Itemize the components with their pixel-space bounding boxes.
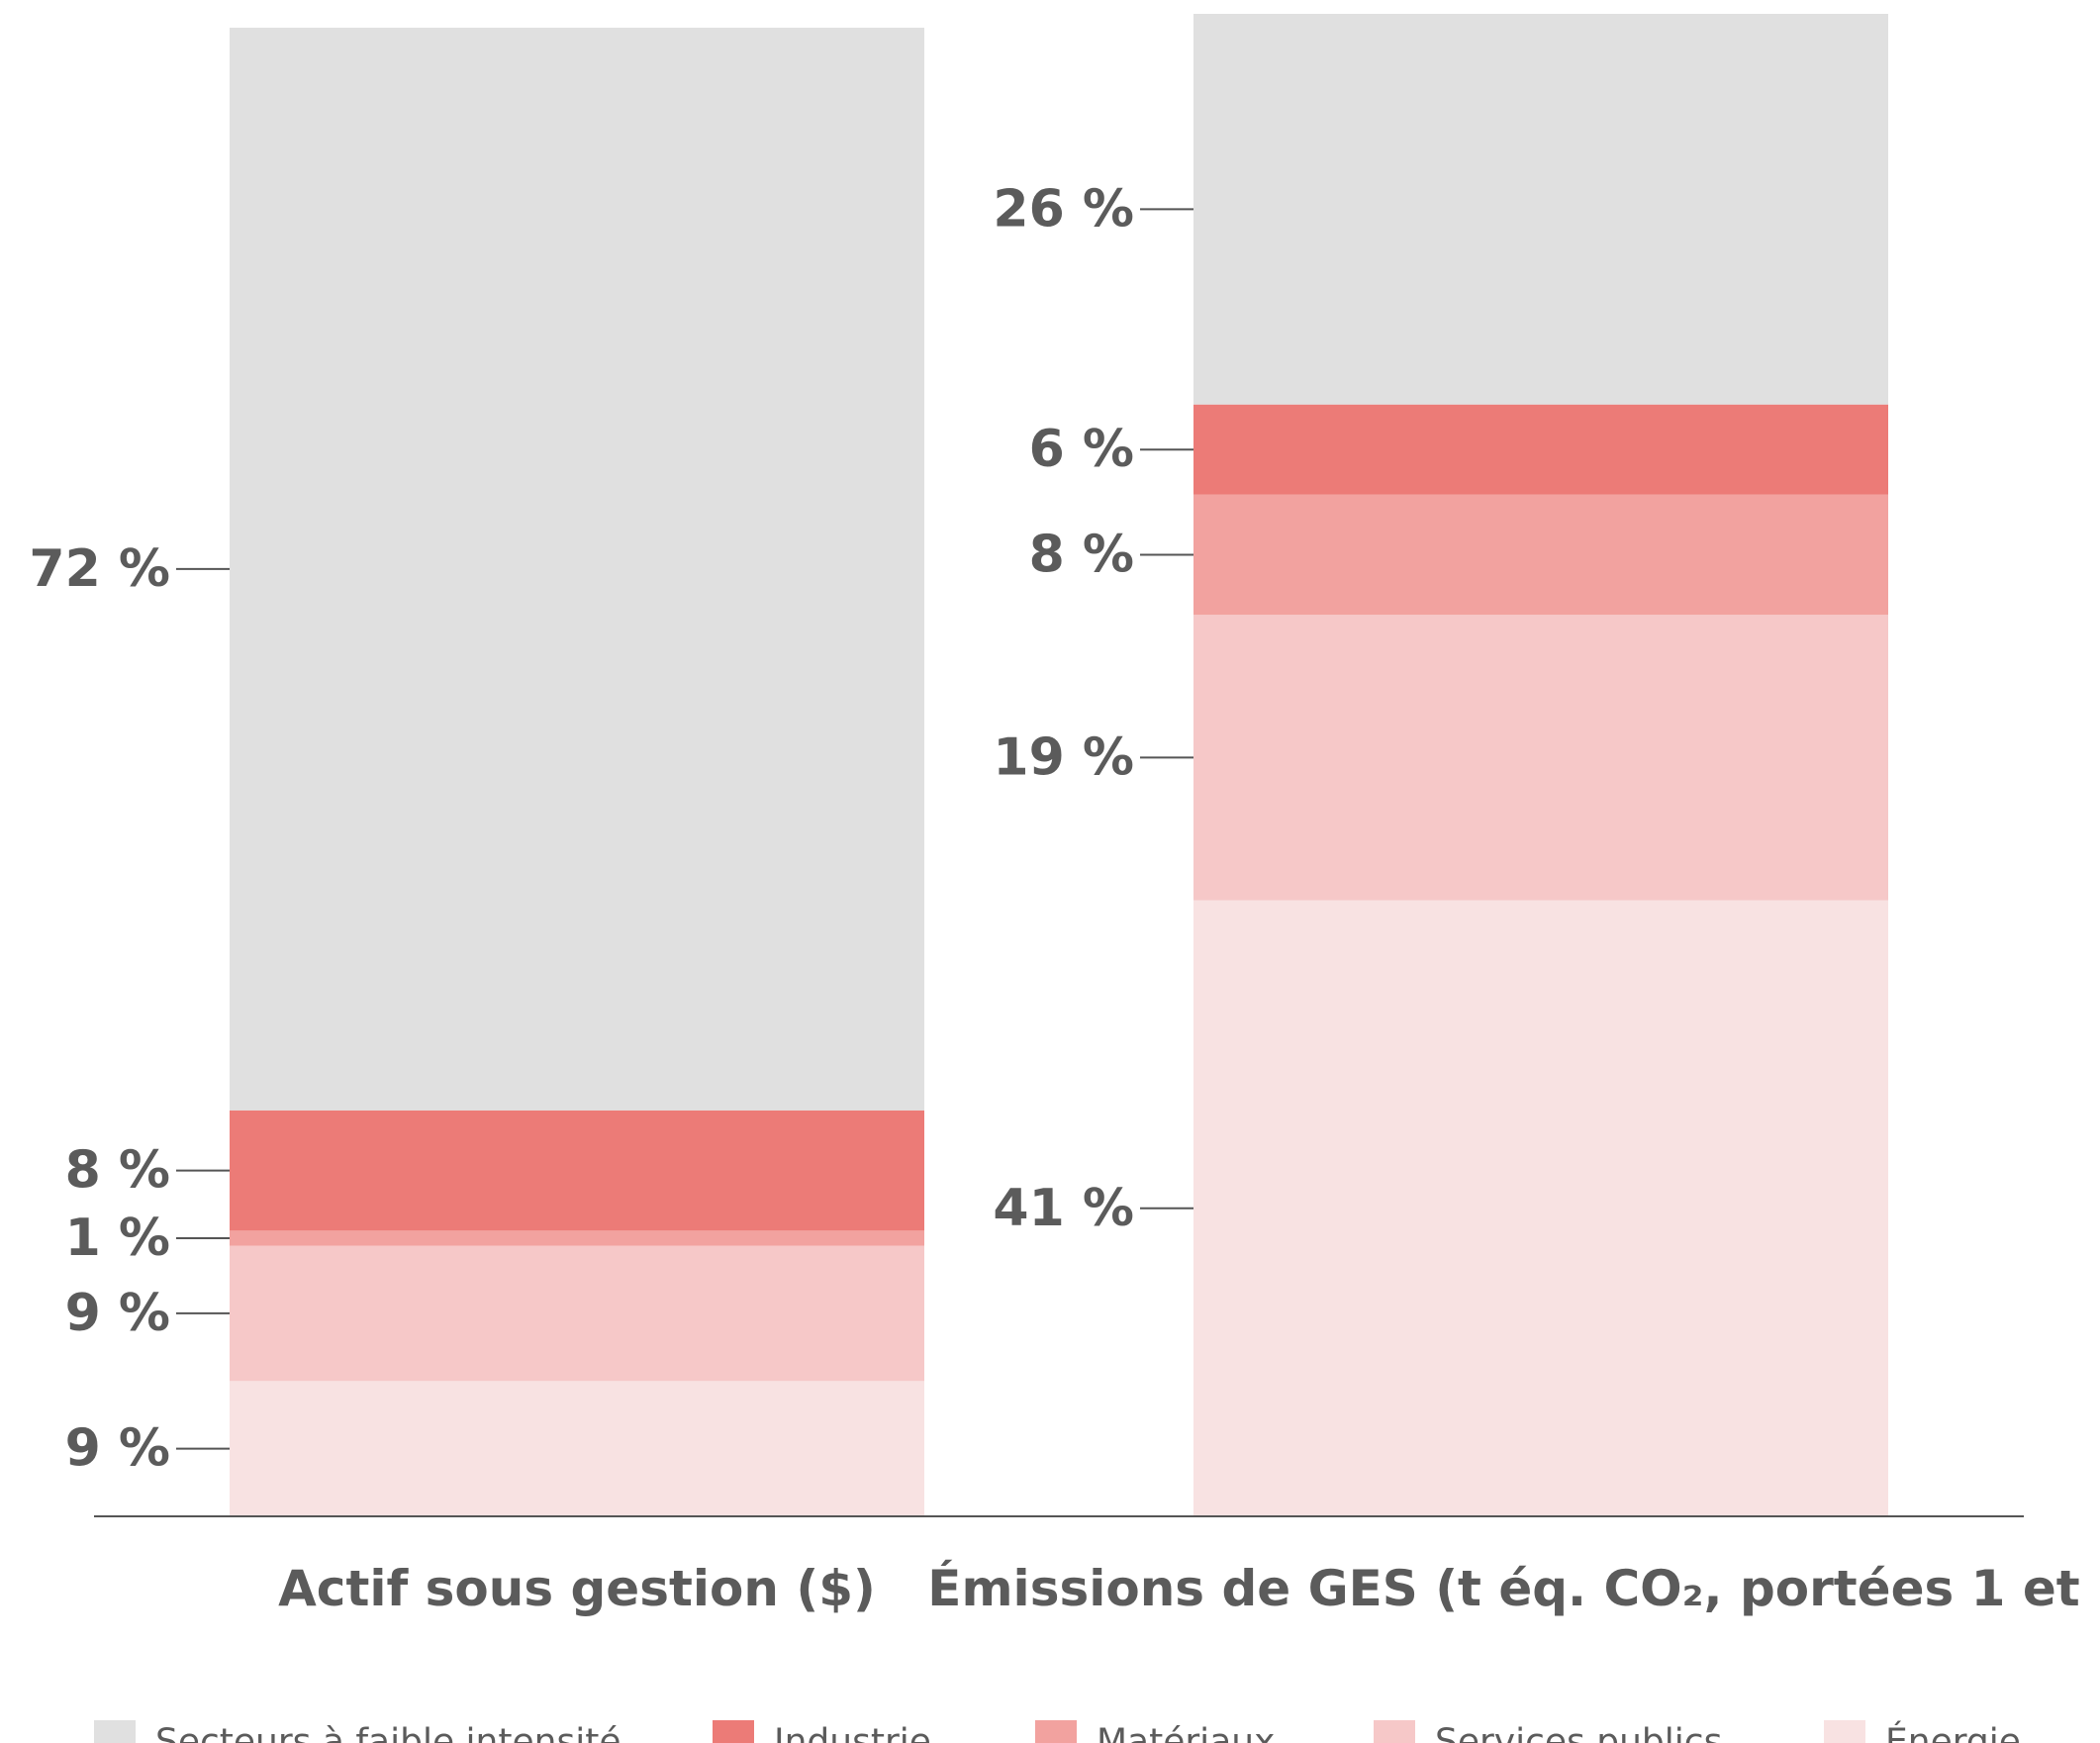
- data-label-secteurs-a-faible-intensite-1: 72 %: [29, 539, 170, 599]
- bar-segment-materiaux-2: [1193, 494, 1888, 616]
- legend-item-energie: Énergie: [1824, 1720, 2021, 1743]
- legend-swatch-energie: [1824, 1720, 1865, 1743]
- data-label-industrie-2: 6 %: [1029, 420, 1134, 479]
- category-label-1: Actif sous gestion ($): [278, 1560, 876, 1617]
- label-leaders-layer: 9 % 9 % 1 % 8 % 72 % 41 % 19 % 8 % 6 % 26 %: [29, 179, 1193, 1479]
- legend-swatch-secteurs-a-faible-intensite: [94, 1720, 136, 1743]
- legend-item-secteurs-a-faible-intensite: Secteurs à faible intensité: [94, 1720, 620, 1743]
- legend-swatch-services-publics: [1374, 1720, 1415, 1743]
- bars-layer: [230, 14, 1888, 1516]
- bar-segment-energie-1: [230, 1381, 924, 1516]
- legend-label-energie: Énergie: [1885, 1721, 2021, 1743]
- data-label-materiaux-2: 8 %: [1029, 525, 1134, 584]
- bar-segment-industrie-1: [230, 1110, 924, 1231]
- data-label-services-publics-2: 19 %: [993, 727, 1134, 787]
- legend: Secteurs à faible intensité Industrie Maté…: [94, 1720, 2021, 1743]
- bar-segment-energie-2: [1193, 900, 1888, 1516]
- data-label-materiaux-1: 1 %: [65, 1209, 170, 1268]
- category-label-2: Émissions de GES (t éq. CO₂, portées 1 e…: [927, 1559, 2100, 1617]
- category-labels: Actif sous gestion ($) Émissions de GES (…: [278, 1559, 2100, 1617]
- legend-label-services-publics: Services publics: [1435, 1722, 1722, 1743]
- data-label-energie-2: 41 %: [993, 1179, 1134, 1238]
- legend-label-materiaux: Matériaux: [1097, 1722, 1275, 1743]
- data-label-secteurs-a-faible-intensite-2: 26 %: [993, 179, 1134, 239]
- bar-segment-secteurs-a-faible-intensite-1: [230, 28, 924, 1111]
- bar-segment-secteurs-a-faible-intensite-2: [1193, 14, 1888, 405]
- bar-segment-industrie-2: [1193, 404, 1888, 495]
- legend-swatch-industrie: [713, 1720, 754, 1743]
- bar-segment-services-publics-2: [1193, 615, 1888, 901]
- legend-swatch-materiaux: [1035, 1720, 1077, 1743]
- data-label-energie-1: 9 %: [65, 1419, 170, 1479]
- legend-item-industrie: Industrie: [713, 1720, 931, 1743]
- data-label-services-publics-1: 9 %: [65, 1284, 170, 1343]
- bar-segment-services-publics-1: [230, 1245, 924, 1382]
- data-label-industrie-1: 8 %: [65, 1141, 170, 1201]
- legend-item-services-publics: Services publics: [1374, 1720, 1722, 1743]
- legend-item-materiaux: Matériaux: [1035, 1720, 1275, 1743]
- bar-segment-materiaux-1: [230, 1230, 924, 1246]
- legend-label-secteurs-a-faible-intensite: Secteurs à faible intensité: [155, 1722, 620, 1743]
- legend-label-industrie: Industrie: [774, 1722, 931, 1743]
